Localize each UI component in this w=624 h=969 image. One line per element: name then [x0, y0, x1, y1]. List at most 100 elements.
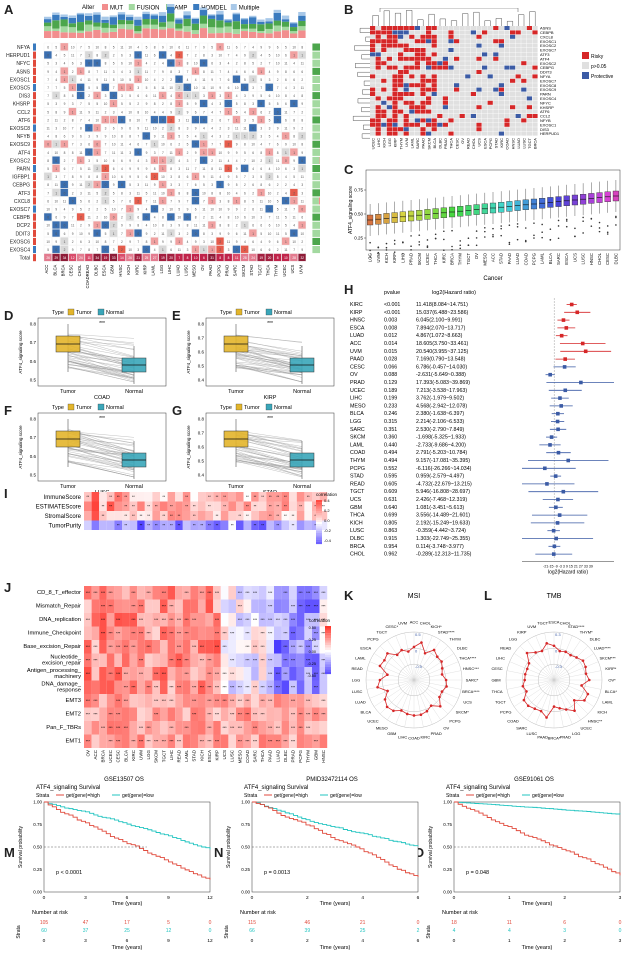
- cell-count: 27: [153, 256, 157, 260]
- corr-cell: [236, 707, 244, 721]
- heatmap-cell: [381, 100, 387, 105]
- radar-title: MSI: [408, 593, 421, 600]
- heatmap-cell: [442, 83, 448, 88]
- cell-count: 3: [293, 86, 295, 90]
- cell-count: 6: [228, 78, 230, 82]
- y-tick-label: 0.75: [354, 188, 363, 193]
- oncoprint-cell: [207, 196, 216, 205]
- cancer-label: KIRC: [499, 138, 504, 148]
- cell-count: 7: [293, 248, 295, 252]
- gene-label: EXOSC5: [10, 86, 31, 92]
- alteration-bar-segment: [60, 32, 68, 38]
- oncoprint-cell: [224, 59, 233, 67]
- oncoprint-cell: [216, 131, 225, 140]
- alteration-bar-segment: [109, 28, 117, 32]
- cell-count: 29: [55, 256, 59, 260]
- x-tick-label: 1: [508, 895, 511, 901]
- row-label: EMT1: [66, 739, 81, 745]
- corr-cell: [167, 707, 176, 721]
- outlier: [549, 228, 552, 230]
- corr-cell: [205, 680, 214, 694]
- outlier: [516, 238, 519, 241]
- dendrogram-branch: [365, 36, 370, 42]
- cell-count: 1: [96, 151, 98, 155]
- sig-mark: ***: [268, 632, 273, 636]
- oncoprint-cell: [68, 42, 77, 51]
- sig-mark: ***: [245, 713, 250, 717]
- cancer-label: ACC: [491, 253, 496, 262]
- corr-cell: [99, 599, 107, 613]
- cancer-label: SKCM: [417, 253, 422, 266]
- alteration-bar-segment: [224, 18, 232, 21]
- corr-cell: [129, 721, 138, 735]
- heatmap-cell: [504, 92, 510, 96]
- oncoprint-cell: [199, 59, 208, 67]
- row-label: excision_repair: [42, 661, 81, 667]
- heatmap-cell: [476, 61, 482, 66]
- sig-mark: ***: [299, 591, 304, 595]
- sig-mark: ***: [238, 686, 243, 690]
- heatmap-cell: [521, 100, 527, 105]
- heatmap-cell: [448, 105, 454, 110]
- heatmap-cell: [403, 34, 409, 39]
- cell-count: 8: [55, 110, 57, 114]
- corr-cell: [304, 511, 312, 521]
- corr-cell: [289, 694, 297, 708]
- cell-count: 9: [301, 151, 303, 155]
- oncoprint-cell: [224, 83, 233, 92]
- corr-cell: [266, 586, 274, 600]
- cell-count: 5: [187, 102, 189, 106]
- oncoprint-cell: [101, 83, 110, 92]
- corr-cell: [137, 520, 145, 530]
- cell-count: 9: [219, 86, 221, 90]
- oncoprint-cell: [52, 237, 61, 246]
- cancer-label: GBM: [313, 750, 318, 761]
- oncoprint-cell: [150, 164, 159, 173]
- radar-label: MESO: [376, 726, 388, 731]
- cell-count: 3: [129, 151, 131, 155]
- corr-cell: [182, 680, 191, 694]
- corr-cell: [251, 511, 259, 521]
- cancer-label: LIHC: [400, 253, 405, 263]
- radar-label: BRCA*: [548, 736, 561, 741]
- cancer-label: LUSC: [230, 749, 235, 762]
- heatmap-cell: [448, 96, 454, 101]
- corr-cell: [106, 694, 115, 708]
- oncoprint-cell: [248, 188, 257, 197]
- row-hr: -2.631(-5.649~0.388): [416, 372, 466, 378]
- heatmap-cell: [454, 52, 460, 57]
- oncoprint-cell: [166, 253, 175, 262]
- corr-cell: [144, 613, 153, 627]
- corr-cell: [213, 613, 221, 627]
- heatmap-cell: [398, 52, 404, 57]
- oncoprint-cell: [298, 188, 307, 197]
- cell-count: 10: [46, 240, 50, 244]
- corr-cell: [228, 680, 236, 694]
- oncoprint-cell: [265, 67, 274, 76]
- outlier: [475, 244, 478, 247]
- heatmap-cell: [442, 122, 448, 127]
- cell-count: 1: [301, 167, 303, 171]
- heatmap-cell: [409, 70, 415, 74]
- cell-count: 32: [301, 256, 305, 260]
- corr-cell: [274, 721, 282, 735]
- oncoprint-cell: [183, 140, 192, 148]
- outlier: [418, 243, 421, 246]
- radar-spoke: [379, 645, 415, 681]
- heatmap-cell: [386, 56, 392, 61]
- oncoprint-cell: [101, 42, 110, 51]
- oncoprint-cell: [199, 42, 208, 51]
- cell-count: 6: [72, 62, 74, 66]
- heatmap-cell: [521, 83, 527, 88]
- corr-cell: [289, 721, 297, 735]
- gene-label: ATF4: [540, 56, 550, 61]
- heatmap-cell: [482, 74, 488, 79]
- oncoprint-cell: [183, 245, 192, 254]
- cell-count: 2: [187, 232, 189, 236]
- cell-count: 1: [137, 70, 139, 74]
- alteration-bar-segment: [208, 18, 216, 28]
- cell-count: 0: [121, 118, 123, 122]
- alteration-bar-segment: [240, 19, 249, 25]
- oncoprint-cell: [175, 188, 184, 197]
- cell-count: 9: [129, 159, 131, 163]
